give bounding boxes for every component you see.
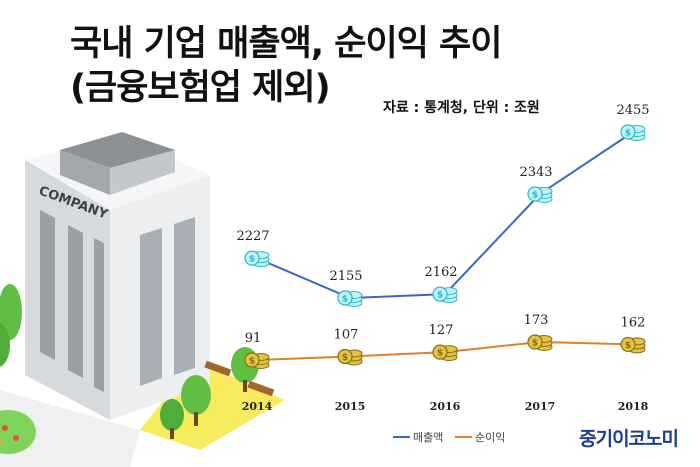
revenue-point-2016: $ <box>432 286 458 304</box>
page-title: 국내 기업 매출액, 순이익 추이 (금융보험업 제외) <box>70 22 502 110</box>
tree <box>0 323 10 367</box>
profit-label-2017: 173 <box>524 313 549 328</box>
profit-point-2018: $ <box>620 336 646 354</box>
revenue-label-2018: 2455 <box>616 103 649 118</box>
flower-bed <box>0 410 36 454</box>
svg-text:$: $ <box>437 349 443 359</box>
plot-area: $2227 $2155 $2162 $2343 $2455 $91 $107 $127 $173… <box>236 103 649 413</box>
brand-logo: 중기이코노미 <box>579 428 679 450</box>
revenue-point-2017: $ <box>527 186 553 203</box>
svg-text:$: $ <box>342 295 348 305</box>
tree <box>181 375 211 415</box>
svg-text:$: $ <box>625 341 631 351</box>
tree <box>0 284 22 340</box>
revenue-point-2014: $ <box>244 250 270 268</box>
window-strip <box>40 210 55 360</box>
x-tick-2017: 2017 <box>525 400 556 413</box>
revenue-point-2015: $ <box>337 290 363 307</box>
profit-label-2015: 107 <box>334 327 359 342</box>
revenue-label-2014: 2227 <box>236 229 269 244</box>
svg-text:$: $ <box>532 190 538 200</box>
svg-text:$: $ <box>532 339 538 349</box>
profit-point-2016: $ <box>432 344 458 362</box>
tree-trunk <box>194 412 198 426</box>
x-tick-2018: 2018 <box>618 400 649 413</box>
source-note: 자료 : 통계청, 단위 : 조원 <box>383 100 540 116</box>
tree <box>160 399 184 431</box>
sidewalk <box>0 390 140 467</box>
legend-label-revenue: 매출액 <box>413 431 443 444</box>
bench <box>247 380 275 397</box>
flower <box>2 425 8 431</box>
window-strip <box>174 217 195 375</box>
roof-block-top <box>60 132 175 168</box>
window-strip <box>68 225 83 378</box>
bench <box>204 360 232 377</box>
flower <box>0 439 2 445</box>
legend-label-profit: 순이익 <box>475 431 505 444</box>
x-tick-2015: 2015 <box>335 400 366 413</box>
svg-text:$: $ <box>342 353 348 363</box>
tree-trunk <box>243 380 247 392</box>
window-strip <box>94 238 104 392</box>
svg-text:$: $ <box>249 357 255 367</box>
profit-label-2014: 91 <box>245 331 262 346</box>
x-tick-2016: 2016 <box>430 400 461 413</box>
roof-block-right <box>110 150 175 195</box>
legend: 매출액 순이익 <box>393 431 505 444</box>
revenue-point-2018: $ <box>620 124 646 141</box>
revenue-label-2016: 2162 <box>424 265 457 280</box>
profit-label-2016: 127 <box>429 323 454 338</box>
tree-trunk <box>170 428 174 439</box>
svg-text:$: $ <box>625 129 631 139</box>
x-tick-2014: 2014 <box>242 400 273 413</box>
building-illustration: COMPANY <box>0 132 285 467</box>
window-strip <box>140 228 162 386</box>
profit-point-2014: $ <box>244 352 270 369</box>
svg-text:$: $ <box>249 255 255 265</box>
roof-block-left <box>60 150 110 195</box>
revenue-label-2015: 2155 <box>329 269 362 284</box>
profit-label-2018: 162 <box>621 315 646 330</box>
profit-point-2017: $ <box>527 334 553 351</box>
revenue-label-2017: 2343 <box>519 165 552 180</box>
title-line-2: (금융보험업 제외) <box>70 68 331 108</box>
flower <box>13 435 19 441</box>
title-line-1: 국내 기업 매출액, 순이익 추이 <box>70 24 502 64</box>
svg-text:$: $ <box>437 291 443 301</box>
profit-point-2015: $ <box>337 348 363 366</box>
